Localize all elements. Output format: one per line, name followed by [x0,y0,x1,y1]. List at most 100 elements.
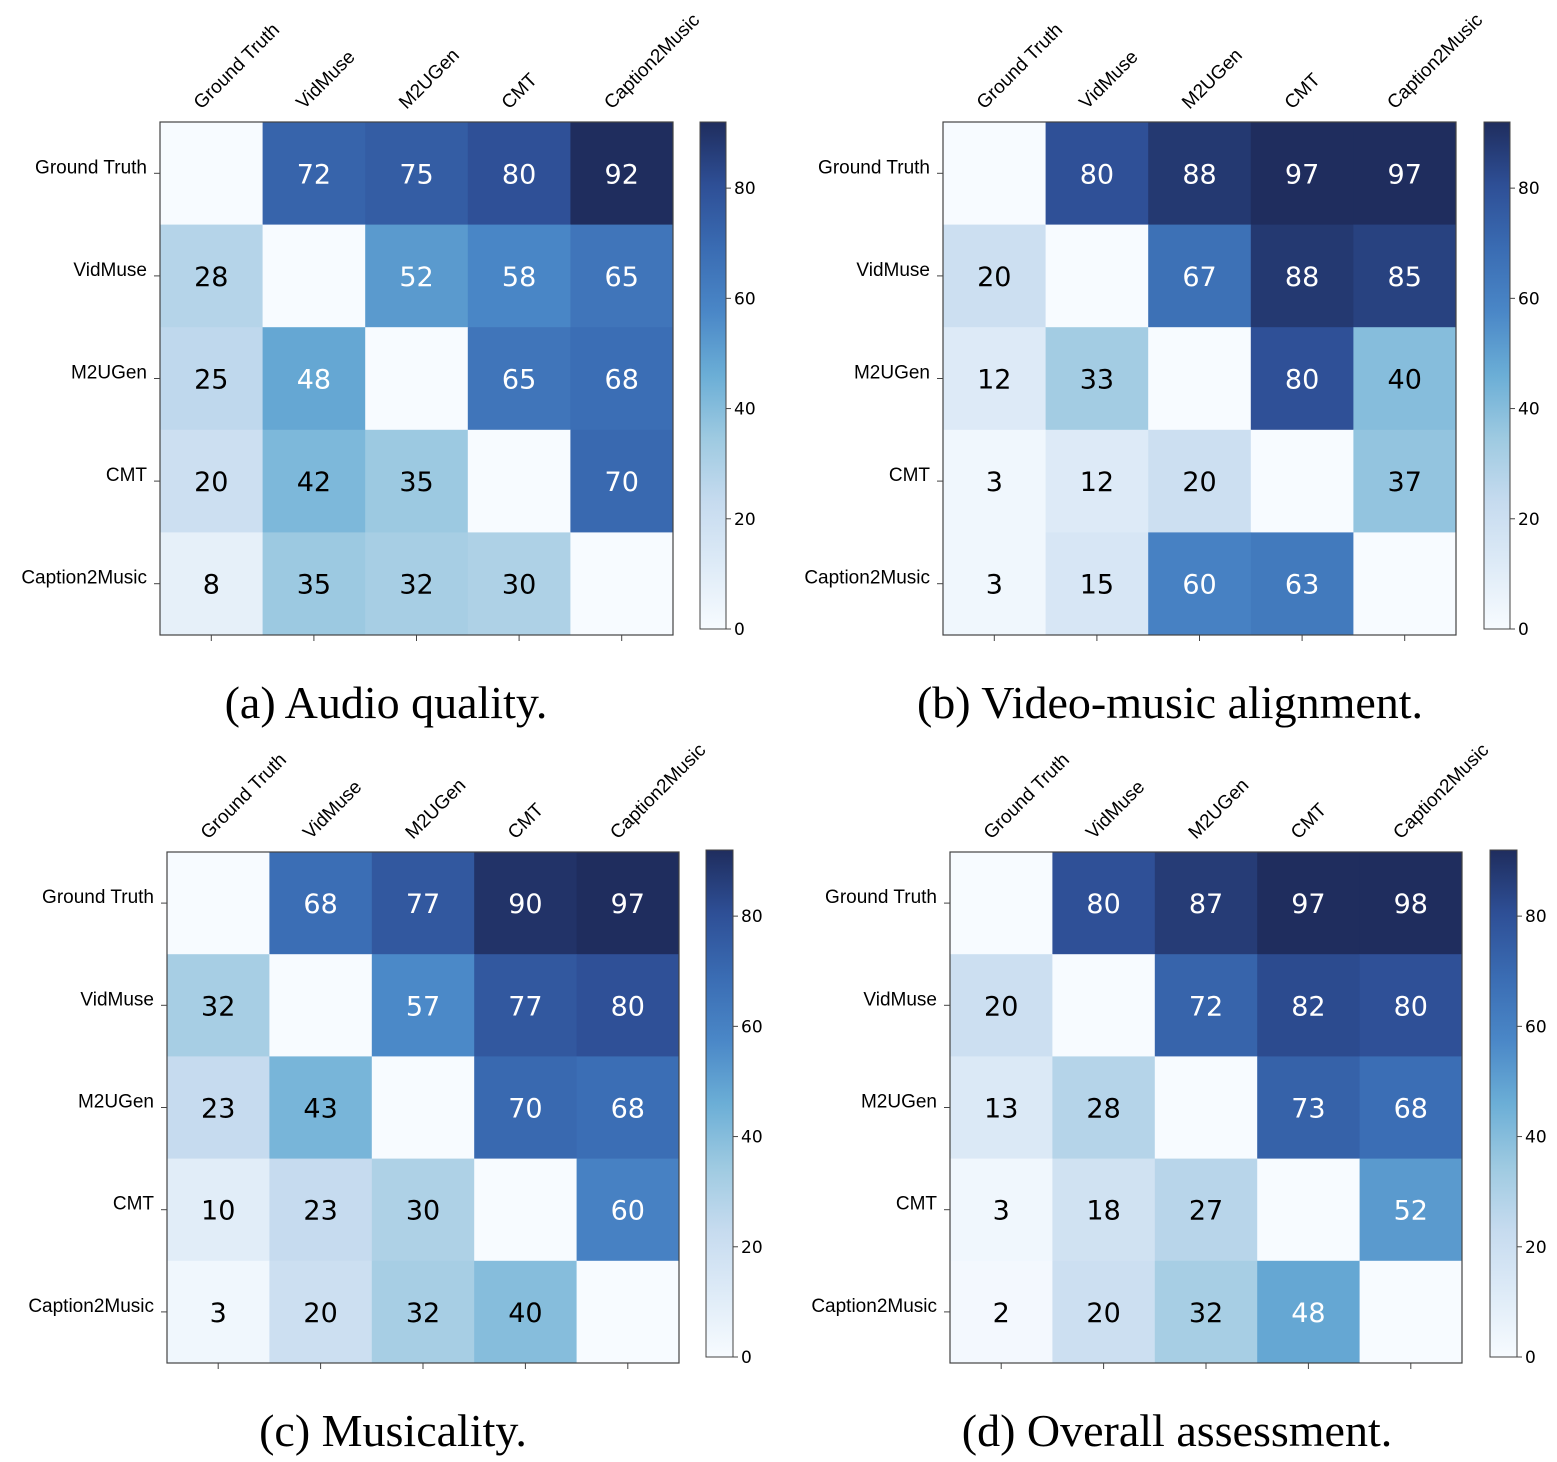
heatmap-cell [365,532,469,636]
cell-value-label: 48 [1291,1298,1325,1329]
cell-value-label: 80 [1394,991,1428,1022]
cell-value-label: 57 [406,991,440,1022]
cell-value-label: 97 [611,889,645,920]
colorbar [1483,121,1511,630]
heatmap-cell [160,224,264,328]
colorbar-tick-label: 80 [1525,907,1547,927]
x-tick-label: Ground Truth [197,750,291,844]
heatmap-cell [576,1056,680,1160]
heatmap-cell [1148,224,1252,328]
cell-value-label: 60 [611,1196,645,1227]
y-tick-label: Ground Truth [818,157,930,178]
cell-value-label: 88 [1285,262,1319,293]
cell-value-label: 97 [1291,889,1325,920]
colorbar-tick-label: 20 [741,1238,763,1258]
colorbar-tick-label: 0 [1518,620,1529,640]
heatmap-cell [160,429,264,533]
heatmap-cell [950,1158,1053,1262]
heatmap-cell [576,852,680,955]
cell-value-label: 25 [194,365,228,396]
colorbar-tick-label: 0 [1525,1348,1536,1368]
cell-value-label: 73 [1291,1094,1325,1125]
colorbar-tick-label: 60 [741,1017,763,1037]
x-tick-label: CMT [504,799,548,843]
y-tick-label: VidMuse [863,989,937,1010]
heatmap-cell [1359,1158,1463,1262]
cell-value-label: 68 [1394,1094,1428,1125]
heatmap-cell [950,1260,1053,1364]
heatmap-cell [1353,532,1457,636]
heatmap-cell [1148,429,1252,533]
heatmap-cell [1257,1158,1361,1262]
x-tick-label: M2UGen [395,45,464,114]
heatmap-cell [160,122,264,226]
heatmap-cell [570,327,674,431]
heatmap-cell [1052,1260,1156,1364]
x-tick-label: VidMuse [293,47,360,114]
cell-value-label: 87 [1189,889,1223,920]
cell-value-label: 23 [201,1094,235,1125]
heatmap-cell [1045,224,1149,328]
x-tick-label: Ground Truth [973,20,1067,114]
x-tick-label: Caption2Music [600,10,704,114]
heatmap-cell [269,1260,373,1364]
cell-value-label: 20 [1182,467,1216,498]
colorbar-tick-label: 40 [1525,1128,1547,1148]
colorbar-tick-label: 60 [1525,1017,1547,1037]
colorbar-tick-label: 0 [741,1348,752,1368]
heatmap-cell [269,1158,373,1262]
heatmap-cell [1257,954,1361,1057]
cell-value-label: 32 [201,991,235,1022]
cell-value-label: 20 [1086,1298,1120,1329]
cell-value-label: 92 [605,159,639,190]
heatmap-cell [570,532,674,636]
cell-value-label: 48 [297,365,331,396]
cell-value-label: 82 [1291,991,1325,1022]
heatmap-cell [467,224,571,328]
heatmap-cell [269,954,373,1057]
heatmap-cell [1154,852,1258,955]
panel-caption: (c) Musicality. [259,1405,527,1456]
heatmap-cell [167,954,270,1057]
heatmap-cell [262,327,366,431]
y-tick-label: VidMuse [856,260,930,281]
heatmap-cell [262,429,366,533]
heatmap-cell [943,224,1047,328]
heatmap-cell [474,1158,578,1262]
colorbar [699,121,727,630]
cell-value-label: 12 [977,365,1011,396]
x-tick-label: VidMuse [1076,47,1143,114]
colorbar-tick-label: 20 [1518,510,1540,530]
heatmap-cell [1250,532,1354,636]
heatmap-cell [1250,224,1354,328]
heatmap-cell [576,954,680,1057]
heatmap-cell [1250,122,1354,226]
heatmap-cell [1353,429,1457,533]
heatmap-cell [467,122,571,226]
colorbar-tick-label: 20 [1525,1238,1547,1258]
panel-caption: (b) Video-music alignment. [917,677,1423,728]
y-tick-label: CMT [113,1194,155,1215]
cell-value-label: 28 [194,262,228,293]
cell-value-label: 2 [993,1298,1010,1329]
cell-value-label: 80 [1080,159,1114,190]
heatmap-cell [474,852,578,955]
cell-value-label: 18 [1086,1196,1120,1227]
cell-value-label: 77 [406,889,440,920]
heatmap-cell [1353,224,1457,328]
cell-value-label: 40 [508,1298,542,1329]
heatmap-cell [1250,327,1354,431]
y-tick-label: Caption2Music [21,568,147,589]
cell-value-label: 42 [297,467,331,498]
cell-value-label: 28 [1086,1094,1120,1125]
heatmap-cell [365,122,469,226]
heatmap-cell [365,327,469,431]
heatmap-cell [1257,1056,1361,1160]
colorbar-tick-label: 60 [734,289,756,309]
heatmap-cell [1052,1158,1156,1262]
x-tick-label: Ground Truth [190,20,284,114]
heatmap-cell [467,327,571,431]
cell-value-label: 3 [210,1298,227,1329]
cell-value-label: 80 [611,991,645,1022]
